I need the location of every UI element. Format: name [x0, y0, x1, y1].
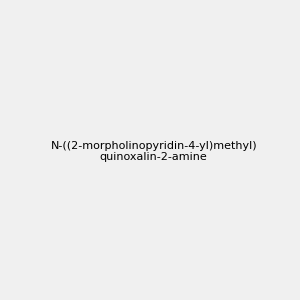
Text: N-((2-morpholinopyridin-4-yl)methyl)
quinoxalin-2-amine: N-((2-morpholinopyridin-4-yl)methyl) qui…: [50, 141, 257, 162]
